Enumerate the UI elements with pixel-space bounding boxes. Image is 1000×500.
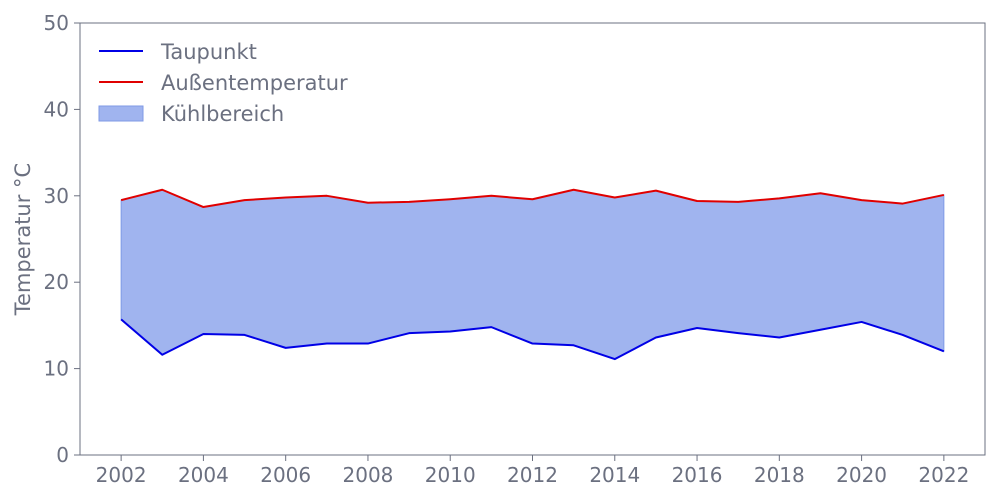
series-line-aussentemperatur bbox=[120, 188, 945, 209]
x-tick-label: 2014 bbox=[589, 463, 640, 487]
x-tick-label: 2012 bbox=[507, 463, 558, 487]
legend-label-kuehlbereich: Kühlbereich bbox=[161, 102, 284, 126]
x-tick-label: 2010 bbox=[425, 463, 476, 487]
y-tick-label: 30 bbox=[44, 184, 69, 208]
y-tick-label: 20 bbox=[44, 270, 69, 294]
legend-swatch-kuehlbereich bbox=[98, 105, 144, 122]
x-tick-label: 2008 bbox=[343, 463, 394, 487]
x-tick-label: 2018 bbox=[754, 463, 805, 487]
y-tick-label: 0 bbox=[56, 443, 69, 467]
x-tick-label: 2020 bbox=[836, 463, 887, 487]
y-tick-label: 40 bbox=[44, 97, 69, 121]
legend-label-taupunkt: Taupunkt bbox=[160, 40, 257, 64]
x-axis: 2002 2004 2006 2008 2010 2012 2014 2016 2018 2020… bbox=[96, 455, 969, 487]
y-tick-label: 50 bbox=[44, 11, 69, 35]
fill-layer bbox=[120, 189, 945, 360]
line-layer bbox=[120, 188, 945, 361]
kuehlbereich-area bbox=[120, 189, 945, 360]
x-tick-label: 2006 bbox=[260, 463, 311, 487]
x-tick-label: 2004 bbox=[178, 463, 229, 487]
y-axis-title: Temperatur °C bbox=[11, 163, 35, 316]
y-axis: 0 10 20 30 40 50 bbox=[44, 11, 80, 467]
y-tick-label: 10 bbox=[44, 357, 69, 381]
legend: Taupunkt Außentemperatur Kühlbereich bbox=[98, 40, 348, 126]
x-tick-label: 2022 bbox=[918, 463, 969, 487]
x-tick-label: 2016 bbox=[672, 463, 723, 487]
series-line-taupunkt bbox=[120, 318, 945, 361]
x-tick-label: 2002 bbox=[96, 463, 147, 487]
legend-label-aussentemperatur: Außentemperatur bbox=[161, 71, 348, 95]
